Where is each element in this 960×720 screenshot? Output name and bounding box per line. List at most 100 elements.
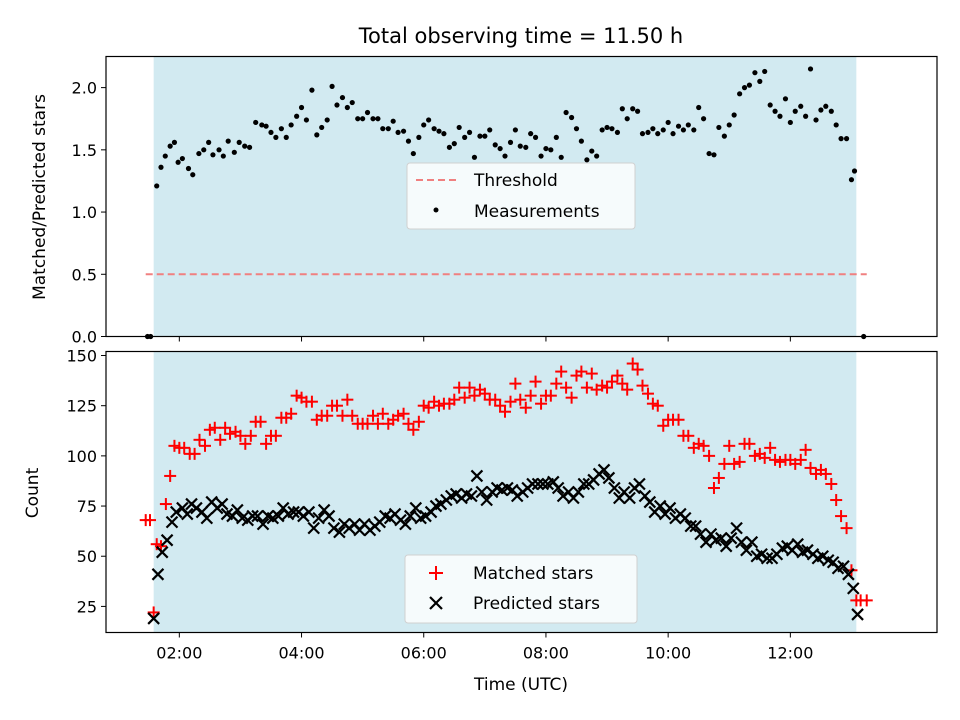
matched-star-point (392, 409, 405, 422)
bottom-axes-frame (105, 350, 938, 634)
measurement-point (680, 127, 687, 133)
matched-star-point (555, 365, 568, 378)
measurement-point (410, 150, 416, 157)
predicted-star-point (597, 463, 611, 477)
matched-star-point (448, 393, 461, 406)
measurement-point (380, 126, 386, 132)
measurement-point (471, 154, 478, 160)
measurement-point (807, 66, 814, 72)
measurement-point (757, 78, 763, 84)
bottom-y-axis: 25 50 75 100 125 150 (66, 347, 106, 616)
bottom-x-tick-label: 04:00 (278, 644, 324, 663)
measurement-point (462, 134, 468, 140)
matched-star-point (758, 451, 771, 464)
measurement-point (645, 129, 651, 136)
predicted-star-point (215, 497, 229, 511)
bottom-legend-predicted-label: Predicted stars (473, 594, 600, 614)
predicted-star-point (169, 505, 183, 519)
top-y-tick-label: 0.0 (72, 328, 97, 347)
measurement-point (216, 147, 222, 153)
predicted-star-point (526, 477, 539, 491)
matched-star-point (621, 383, 634, 396)
predicted-star-point (465, 489, 478, 503)
matched-star-point (560, 381, 573, 394)
measurement-point (665, 119, 671, 126)
matched-star-point (478, 387, 491, 400)
measurement-point (721, 133, 727, 139)
matched-star-point (794, 453, 807, 466)
predicted-star-point (409, 501, 423, 515)
matched-star-point (641, 387, 654, 400)
measurement-point (466, 129, 473, 136)
matched-star-point (361, 417, 374, 430)
measurement-point (162, 153, 168, 159)
predicted-star-point (322, 509, 336, 523)
predicted-star-point (399, 517, 412, 531)
top-x-ticks (178, 336, 791, 342)
measurement-point (548, 147, 554, 153)
measurement-point (324, 117, 330, 123)
top-y-tick-label: 1.5 (72, 141, 97, 160)
matched-star-point (458, 391, 471, 404)
measurement-point (639, 131, 646, 137)
predicted-star-point (151, 568, 165, 581)
measurement-point (364, 109, 371, 116)
measurement-point (752, 70, 758, 76)
matched-star-point (672, 413, 685, 426)
matched-star-point (712, 471, 725, 484)
measurement-point (573, 126, 580, 132)
measurement-point (175, 159, 181, 165)
measurement-point (196, 150, 202, 157)
measurement-point (225, 138, 231, 144)
measurement-point (370, 116, 376, 122)
measurement-point (355, 116, 361, 122)
predicted-star-point (623, 491, 636, 505)
matched-star-point (164, 469, 177, 482)
predicted-star-point (684, 519, 698, 533)
measurement-point (329, 83, 335, 89)
measurement-point (288, 122, 294, 128)
matched-star-point (550, 377, 563, 390)
measurement-point (502, 153, 508, 159)
predicted-star-point (312, 511, 325, 525)
measurement-point (492, 142, 498, 148)
matched-star-point (330, 399, 343, 412)
top-y-axis: 0.0 0.5 1.0 1.5 2.0 (72, 79, 106, 347)
measurement-point (624, 116, 630, 122)
bottom-legend-matched-label: Matched stars (473, 564, 593, 584)
predicted-star-point (480, 493, 493, 507)
measurement-point (716, 124, 722, 131)
bottom-legend-box (404, 554, 638, 624)
predicted-star-point (791, 537, 804, 551)
measurement-point (210, 152, 216, 158)
measurement-point (614, 129, 621, 136)
matched-star-point (733, 455, 746, 468)
predicted-star-point (147, 612, 160, 625)
matched-star-point (544, 389, 557, 402)
measurement-point (543, 145, 549, 152)
matched-star-point (397, 407, 410, 420)
bottom-y-tick-label: 150 (66, 347, 97, 366)
measurement-point (604, 124, 610, 131)
measurement-point (584, 157, 590, 163)
predicted-star-point (272, 509, 285, 523)
measurement-point (167, 143, 173, 149)
measurement-point (685, 122, 691, 128)
measurement-point (259, 122, 265, 128)
predicted-star-point (608, 481, 621, 495)
matched-star-point (509, 377, 522, 390)
measurement-point (303, 117, 310, 123)
bottom-y-tick-label: 50 (77, 547, 97, 566)
predicted-star-point (470, 469, 484, 483)
measurement-point (578, 138, 584, 144)
matched-star-point (697, 439, 710, 452)
matched-star-point (494, 399, 507, 412)
matched-star-point (860, 594, 873, 607)
matched-star-point (234, 429, 247, 442)
measurement-point (507, 139, 514, 145)
top-y-tick-label: 1.0 (72, 203, 97, 222)
matched-star-point (159, 498, 172, 511)
matched-star-point (519, 401, 532, 414)
bottom-y-axis-label: Count (23, 467, 43, 518)
bottom-x-tick-label: 08:00 (523, 644, 569, 663)
